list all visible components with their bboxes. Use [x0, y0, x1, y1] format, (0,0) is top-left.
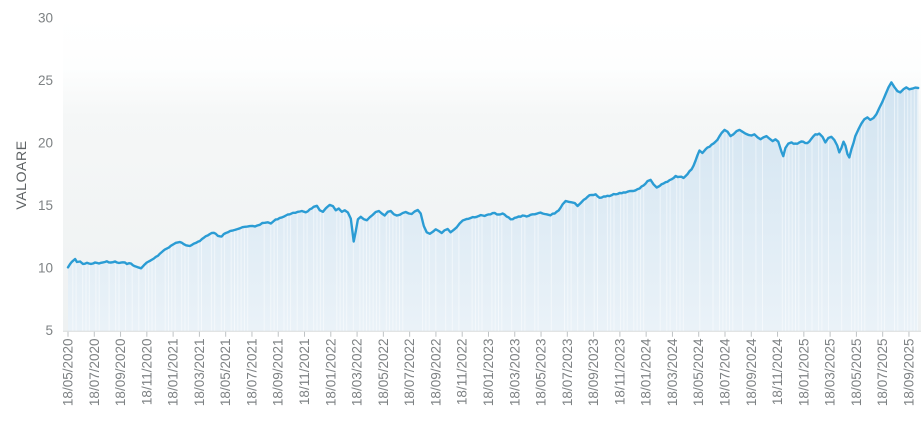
x-axis-tick-label: 18/09/2022	[428, 339, 443, 407]
x-axis-tick-label: 18/11/2021	[297, 339, 312, 406]
x-axis-tick-label: 18/05/2021	[218, 339, 233, 407]
x-axis-tick-label: 18/01/2024	[639, 338, 654, 406]
x-axis-tick-label: 18/09/2020	[113, 339, 128, 407]
series-line	[66, 81, 920, 270]
y-axis-tick-label: 10	[38, 261, 53, 276]
x-axis-tick-label: 18/01/2022	[323, 339, 338, 407]
x-axis-tick-label: 18/05/2025	[849, 339, 864, 407]
y-axis-title: VALOARE	[13, 140, 29, 209]
y-axis-tick-label: 5	[45, 323, 53, 338]
x-axis-tick-label: 18/11/2024	[770, 338, 785, 405]
x-axis-tick-label: 18/03/2022	[350, 339, 365, 407]
x-axis-tick-label: 18/07/2022	[402, 339, 417, 407]
x-axis-tick-label: 18/11/2023	[612, 339, 627, 406]
x-axis-tick-label: 18/07/2023	[560, 339, 575, 407]
x-axis-tick-label: 18/05/2024	[691, 338, 706, 406]
x-axis-tick-label: 18/09/2021	[271, 339, 286, 407]
y-axis-tick-label: 25	[38, 73, 53, 88]
y-axis-tick-label: 30	[38, 11, 53, 26]
x-axis-tick-label: 18/05/2022	[376, 339, 391, 407]
x-axis-tick-label: 18/01/2021	[166, 339, 181, 407]
y-axis-tick-label: 20	[38, 136, 53, 151]
series-area	[68, 82, 919, 332]
x-axis-tick-label: 18/05/2020	[61, 339, 76, 407]
y-axis-tick-label: 15	[38, 198, 53, 213]
x-axis-tick-label: 18/11/2020	[139, 339, 154, 406]
x-axis-tick-label: 18/11/2022	[455, 339, 470, 406]
x-axis-tick-label: 18/03/2021	[192, 339, 207, 407]
x-axis-tick-label: 18/03/2025	[823, 339, 838, 407]
x-axis-tick-label: 18/09/2023	[586, 339, 601, 407]
x-axis-tick-label: 18/01/2025	[796, 339, 811, 407]
x-axis-tick-label: 18/09/2024	[744, 338, 759, 406]
x-axis-tick-label: 18/07/2021	[245, 339, 260, 407]
x-axis-tick-label: 18/09/2025	[902, 339, 917, 407]
x-axis-tick-label: 18/05/2023	[534, 339, 549, 407]
x-axis-tick-label: 18/03/2023	[507, 339, 522, 407]
x-axis-tick-label: 18/01/2023	[481, 339, 496, 407]
x-axis-tick-label: 18/03/2024	[665, 338, 680, 406]
x-axis-tick-label: 18/07/2024	[718, 338, 733, 406]
x-axis-tick-label: 18/07/2020	[87, 339, 102, 407]
x-axis-tick-label: 18/07/2025	[875, 339, 890, 407]
